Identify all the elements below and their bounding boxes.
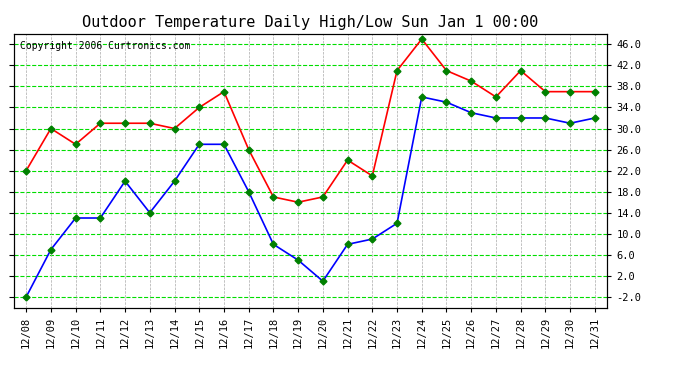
- Text: Copyright 2006 Curtronics.com: Copyright 2006 Curtronics.com: [20, 40, 190, 51]
- Text: Outdoor Temperature Daily High/Low Sun Jan 1 00:00: Outdoor Temperature Daily High/Low Sun J…: [82, 15, 539, 30]
